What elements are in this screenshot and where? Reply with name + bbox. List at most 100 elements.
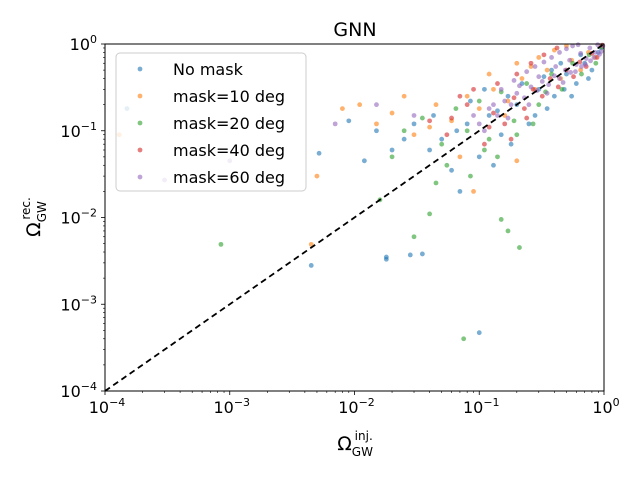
data-point xyxy=(598,49,604,54)
data-point xyxy=(449,115,454,121)
x-axis-ticks: 10−4 10−3 10−2 10−1 100 xyxy=(89,391,620,417)
data-point xyxy=(546,82,552,88)
data-point xyxy=(577,59,583,65)
data-point xyxy=(471,86,476,92)
data-point xyxy=(514,132,520,138)
data-point xyxy=(532,64,538,69)
data-point xyxy=(524,81,530,86)
identity-reference-line xyxy=(104,43,605,392)
data-point xyxy=(374,102,379,108)
data-point xyxy=(419,115,425,121)
data-point xyxy=(593,60,599,66)
data-point xyxy=(505,93,511,99)
data-point xyxy=(471,188,476,194)
data-point xyxy=(505,98,511,104)
data-point xyxy=(401,136,407,142)
data-point xyxy=(514,60,520,66)
points-layer xyxy=(116,42,606,342)
data-point xyxy=(439,141,445,147)
data-point xyxy=(374,128,379,134)
data-point xyxy=(528,60,534,66)
data-point xyxy=(433,180,439,186)
data-point xyxy=(486,106,492,112)
data-point xyxy=(482,86,487,92)
x-tick-label: 10−2 xyxy=(338,396,375,417)
data-point xyxy=(588,58,593,64)
data-point xyxy=(551,73,557,79)
data-point xyxy=(401,93,407,99)
data-point xyxy=(514,90,520,96)
data-point xyxy=(571,74,576,80)
data-point xyxy=(575,42,581,48)
data-point xyxy=(457,188,463,194)
data-point xyxy=(505,228,511,234)
data-point xyxy=(519,76,525,81)
data-point xyxy=(557,50,562,55)
data-point xyxy=(464,121,470,127)
data-point xyxy=(444,132,450,138)
data-point xyxy=(502,98,508,104)
data-point xyxy=(431,113,436,118)
data-point xyxy=(511,78,517,83)
data-point xyxy=(218,241,224,247)
data-point xyxy=(528,84,534,90)
data-point xyxy=(468,98,473,104)
x-axis-label: ΩGWinj. xyxy=(337,429,373,459)
data-point xyxy=(578,67,584,73)
data-point xyxy=(524,115,530,121)
data-point xyxy=(476,154,482,160)
x-tick-label: 100 xyxy=(592,396,619,417)
data-point xyxy=(511,95,517,101)
x-tick-label: 10−4 xyxy=(89,396,126,417)
data-point xyxy=(401,128,407,134)
legend-marker xyxy=(137,174,143,180)
data-point xyxy=(316,150,322,156)
data-point xyxy=(517,83,522,89)
data-point xyxy=(439,136,445,142)
data-point xyxy=(579,64,584,69)
data-point xyxy=(554,45,560,51)
data-point xyxy=(573,81,579,86)
data-point xyxy=(578,50,584,56)
data-point xyxy=(340,106,345,112)
data-point xyxy=(560,80,566,85)
data-point xyxy=(567,57,573,63)
data-point xyxy=(491,110,496,116)
data-point xyxy=(564,71,569,77)
legend-label: mask=60 deg xyxy=(173,168,285,187)
data-point xyxy=(495,108,500,114)
data-point xyxy=(482,128,487,134)
data-point xyxy=(427,124,433,130)
data-point xyxy=(541,52,547,58)
data-point xyxy=(498,132,504,138)
data-point xyxy=(491,102,496,108)
y-axis-ticks: 10−4 10−3 10−2 10−1 100 xyxy=(60,33,105,401)
data-point xyxy=(558,60,564,66)
data-point xyxy=(539,93,545,99)
y-tick-label: 10−1 xyxy=(60,120,97,141)
data-point xyxy=(544,90,550,96)
data-point xyxy=(486,71,492,77)
data-point xyxy=(427,118,433,124)
data-point xyxy=(568,70,574,75)
data-point xyxy=(555,84,561,90)
legend-marker xyxy=(137,93,143,99)
data-point xyxy=(587,45,593,51)
data-point xyxy=(468,173,473,179)
data-point xyxy=(564,46,569,52)
data-point xyxy=(579,71,584,77)
data-point xyxy=(549,67,554,73)
data-point xyxy=(332,121,338,127)
data-point xyxy=(411,234,417,240)
data-point xyxy=(476,98,482,104)
data-point xyxy=(514,71,520,77)
data-point xyxy=(427,211,433,217)
data-point xyxy=(433,102,439,108)
data-point xyxy=(357,102,363,108)
legend-marker xyxy=(137,147,143,153)
legend-label: No mask xyxy=(173,60,244,79)
data-point xyxy=(495,81,500,86)
legend-marker xyxy=(137,120,143,126)
y-axis-label-group: ΩGWrec. xyxy=(19,197,49,237)
data-point xyxy=(536,55,542,60)
